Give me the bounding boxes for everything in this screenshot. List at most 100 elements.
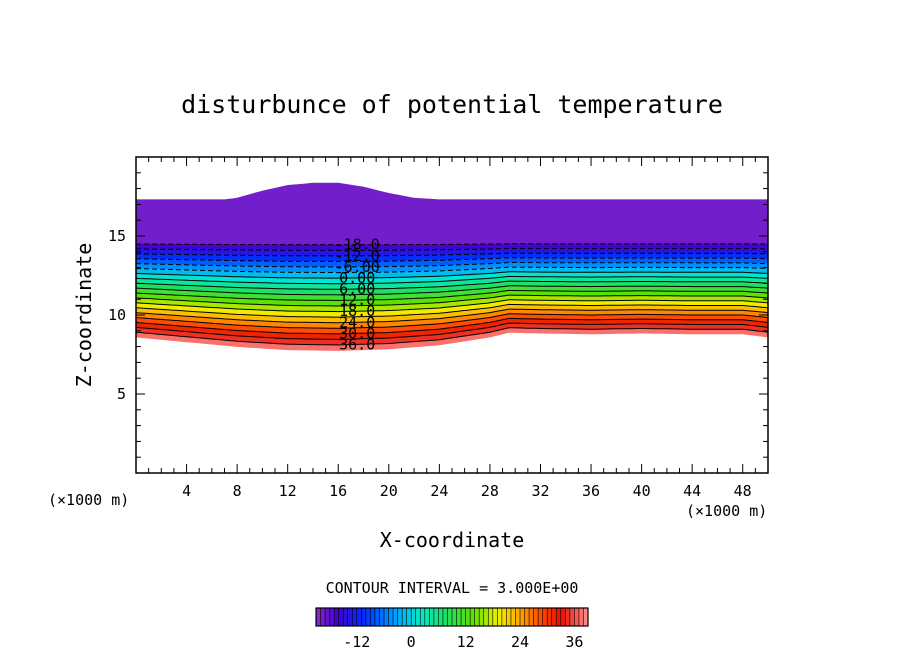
colorbar-cell [483,608,489,626]
x-tick-label: 12 [279,482,297,500]
contour-band [136,182,768,245]
colorbar-ticks: -12 0 12 24 36 [343,633,583,651]
x-unit-right: (×1000 m) [686,502,767,520]
colorbar-cell [542,608,548,626]
colorbar-cell [424,608,430,626]
x-tick-label: 44 [683,482,701,500]
contour-label: 36.0 [339,335,375,353]
contour-label: -6.00 [335,258,380,276]
colorbar-cell [320,608,326,626]
colorbar-tick-label: 0 [407,633,416,651]
colorbar-cell [325,608,330,626]
colorbar-cell [365,608,371,626]
x-tick-label: 28 [481,482,499,500]
contour-fill-layer [136,182,768,351]
contour-line [136,275,768,285]
colorbar-cell [361,608,367,626]
contour-label: 0.00 [339,269,375,287]
y-tick-label: 5 [117,385,126,403]
contour-line-negative [136,252,768,257]
colorbar-cell [402,608,407,626]
colorbar-cell [569,608,575,626]
contour-line [136,322,768,340]
contour-label: -12.0 [335,247,380,265]
contour-label: 18.0 [339,302,375,320]
colorbar-cell [347,608,353,626]
colorbar-cell [352,608,358,626]
colorbar-cell [492,608,498,626]
contour-line [136,317,768,335]
contour-label: 30.0 [339,324,375,342]
contour-line-negative [136,266,768,274]
contour-line-layer [136,243,768,346]
contour-line [136,280,768,290]
x-tick-label: 24 [430,482,448,500]
contour-line [136,271,768,279]
colorbar-cell [533,608,539,626]
colorbar-cell [470,608,475,626]
contour-line [136,289,768,301]
x-tick-label: 48 [734,482,752,500]
contour-line [136,327,768,346]
colorbar-cell [578,608,584,626]
colorbar-cell [429,608,435,626]
x-tick-label: 20 [380,482,398,500]
y-axis-ticks: 5 10 15 [108,172,768,458]
colorbar-cell [456,608,462,626]
colorbar-cell [510,608,516,626]
contour-line [136,313,768,329]
colorbar-cell [420,608,426,626]
colorbar-cell [411,608,417,626]
colorbar-cell [529,608,534,626]
colorbar-cell [397,608,403,626]
colorbar-cell [433,608,439,626]
colorbar-cell [461,608,466,626]
x-axis-label: X-coordinate [380,528,525,552]
colorbar-cell [415,608,421,626]
contour-label: 24.0 [339,313,375,331]
x-tick-label: 32 [531,482,549,500]
x-unit-left: (×1000 m) [48,491,129,509]
colorbar-cell [316,608,321,626]
colorbar [315,607,589,627]
contour-line [136,285,768,296]
colorbar-cell [547,608,553,626]
colorbar-cell [583,608,589,626]
colorbar-cell [501,608,507,626]
colorbar-tick-label: 12 [457,633,475,651]
colorbar-cell [565,608,571,626]
y-tick-label: 15 [108,227,126,245]
colorbar-cell [388,608,394,626]
x-tick-label: 16 [329,482,347,500]
colorbar-cell [488,608,494,626]
colorbar-cell [356,608,362,626]
contour-line-negative [136,257,768,262]
contour-label: 12.0 [339,291,375,309]
colorbar-cell [556,608,562,626]
colorbar-cell [447,608,453,626]
colorbar-cell [379,608,385,626]
y-axis-label: Z-coordinate [72,243,96,388]
colorbar-cell [574,608,580,626]
x-tick-label: 8 [233,482,242,500]
colorbar-cell [329,608,335,626]
colorbar-cell [384,608,389,626]
colorbar-cell [374,608,380,626]
contour-line-negative [136,248,768,251]
x-axis-ticks: 4 8 12 16 20 24 28 32 36 40 44 48 [148,157,756,500]
colorbar-cell [370,608,376,626]
contour-line [136,294,768,307]
y-tick-label: 10 [108,306,126,324]
contour-line [136,303,768,318]
colorbar-cell [465,608,471,626]
colorbar-cell [538,608,543,626]
colorbar-cell [393,608,398,626]
contour-line-negative [136,243,768,246]
contour-label: -18.0 [335,236,380,254]
colorbar-cell [497,608,503,626]
x-tick-label: 36 [582,482,600,500]
chart-title: disturbunce of potential temperature [181,90,723,119]
colorbar-frame [315,607,589,627]
contour-interval-text: CONTOUR INTERVAL = 3.000E+00 [326,579,579,597]
colorbar-cell [438,608,444,626]
